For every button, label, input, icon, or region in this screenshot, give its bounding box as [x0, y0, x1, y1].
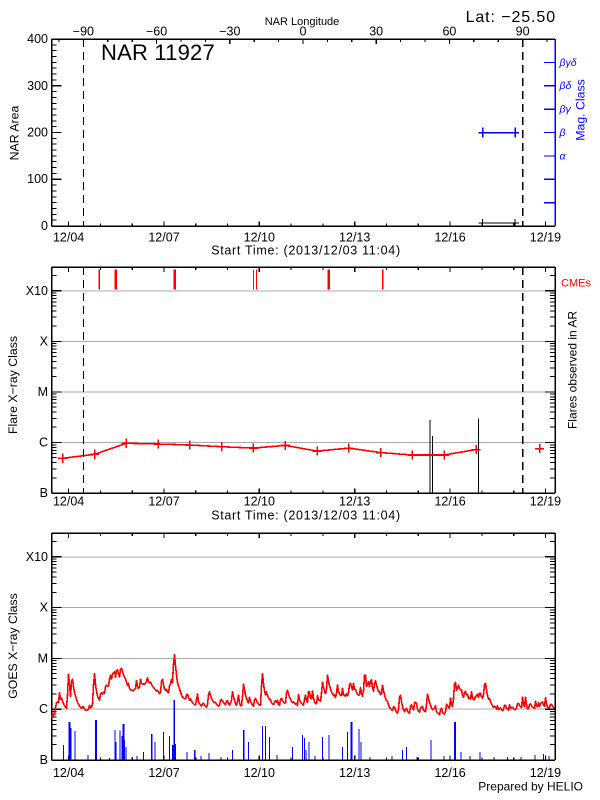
- svg-text:C: C: [39, 702, 48, 716]
- svg-text:Flares observed in AR: Flares observed in AR: [566, 311, 580, 429]
- svg-text:200: 200: [27, 126, 48, 140]
- svg-text:12/07: 12/07: [148, 231, 179, 245]
- svg-text:X: X: [40, 334, 49, 348]
- svg-text:12/13: 12/13: [339, 495, 370, 509]
- svg-text:Mag. Class: Mag. Class: [574, 79, 588, 141]
- svg-text:M: M: [38, 385, 48, 399]
- svg-text:−90: −90: [73, 25, 94, 39]
- svg-text:12/13: 12/13: [339, 766, 370, 780]
- svg-text:0: 0: [41, 219, 48, 233]
- svg-text:NAR Longitude: NAR Longitude: [265, 16, 340, 28]
- svg-text:X10: X10: [26, 550, 48, 564]
- svg-text:12/04: 12/04: [53, 231, 84, 245]
- svg-text:12/16: 12/16: [434, 766, 465, 780]
- svg-text:12/07: 12/07: [148, 495, 179, 509]
- svg-text:Start Time: (2013/12/03 11:04): Start Time: (2013/12/03 11:04): [211, 244, 401, 258]
- svg-text:30: 30: [369, 25, 383, 39]
- svg-text:12/13: 12/13: [339, 231, 370, 245]
- svg-text:Lat: −25.50: Lat: −25.50: [466, 9, 556, 26]
- svg-text:α: α: [560, 150, 567, 162]
- svg-text:X: X: [40, 601, 49, 615]
- svg-text:12/10: 12/10: [244, 231, 275, 245]
- svg-text:12/16: 12/16: [434, 231, 465, 245]
- svg-text:90: 90: [516, 25, 530, 39]
- svg-text:0: 0: [300, 25, 307, 39]
- svg-text:GOES X−ray Class: GOES X−ray Class: [6, 593, 20, 699]
- svg-text:−30: −30: [219, 25, 240, 39]
- svg-text:M: M: [38, 651, 48, 665]
- svg-text:X10: X10: [26, 284, 48, 298]
- svg-text:12/07: 12/07: [148, 766, 179, 780]
- svg-text:12/19: 12/19: [530, 495, 561, 509]
- svg-text:300: 300: [27, 79, 48, 93]
- svg-text:NAR Area: NAR Area: [8, 106, 22, 161]
- svg-text:12/19: 12/19: [530, 231, 561, 245]
- svg-text:NAR 11927: NAR 11927: [101, 40, 215, 65]
- svg-text:B: B: [40, 486, 48, 500]
- svg-text:βγδ: βγδ: [559, 57, 577, 69]
- svg-text:βγ: βγ: [559, 104, 572, 116]
- svg-text:β: β: [559, 127, 566, 139]
- svg-text:12/19: 12/19: [530, 766, 561, 780]
- svg-text:12/16: 12/16: [434, 495, 465, 509]
- svg-text:12/04: 12/04: [53, 766, 84, 780]
- svg-text:−60: −60: [146, 25, 167, 39]
- svg-text:Start Time: (2013/12/03 11:04): Start Time: (2013/12/03 11:04): [211, 509, 401, 523]
- svg-text:C: C: [39, 435, 48, 449]
- svg-text:12/10: 12/10: [244, 495, 275, 509]
- svg-text:100: 100: [27, 172, 48, 186]
- svg-text:60: 60: [442, 25, 456, 39]
- svg-text:CMEs: CMEs: [561, 278, 591, 290]
- svg-text:Flare X−ray Class: Flare X−ray Class: [6, 336, 20, 434]
- svg-text:12/04: 12/04: [53, 495, 84, 509]
- svg-text:400: 400: [27, 32, 48, 46]
- svg-text:βδ: βδ: [559, 80, 572, 92]
- svg-text:Prepared by HELIO: Prepared by HELIO: [478, 780, 583, 794]
- svg-text:B: B: [40, 753, 48, 767]
- svg-text:12/10: 12/10: [244, 766, 275, 780]
